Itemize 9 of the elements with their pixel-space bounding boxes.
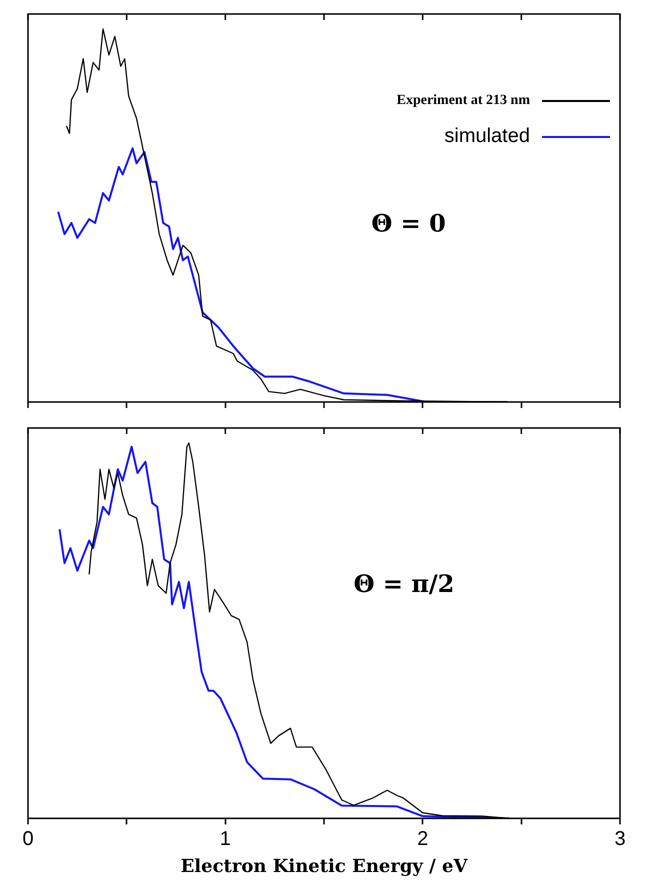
x-tick-label: 2: [417, 828, 428, 850]
x-tick-label: 1: [220, 828, 231, 850]
legend-label: Experiment at 213 nm: [396, 93, 530, 109]
x-tick-label: 3: [614, 828, 626, 850]
x-tick-label: 0: [22, 828, 34, 850]
x-axis-title: Electron Kinetic Energy / eV: [180, 856, 468, 877]
legend-label: simulated: [444, 125, 530, 148]
annotation: Θ = 0: [371, 208, 446, 238]
annotation: Θ = π/2: [354, 568, 454, 598]
